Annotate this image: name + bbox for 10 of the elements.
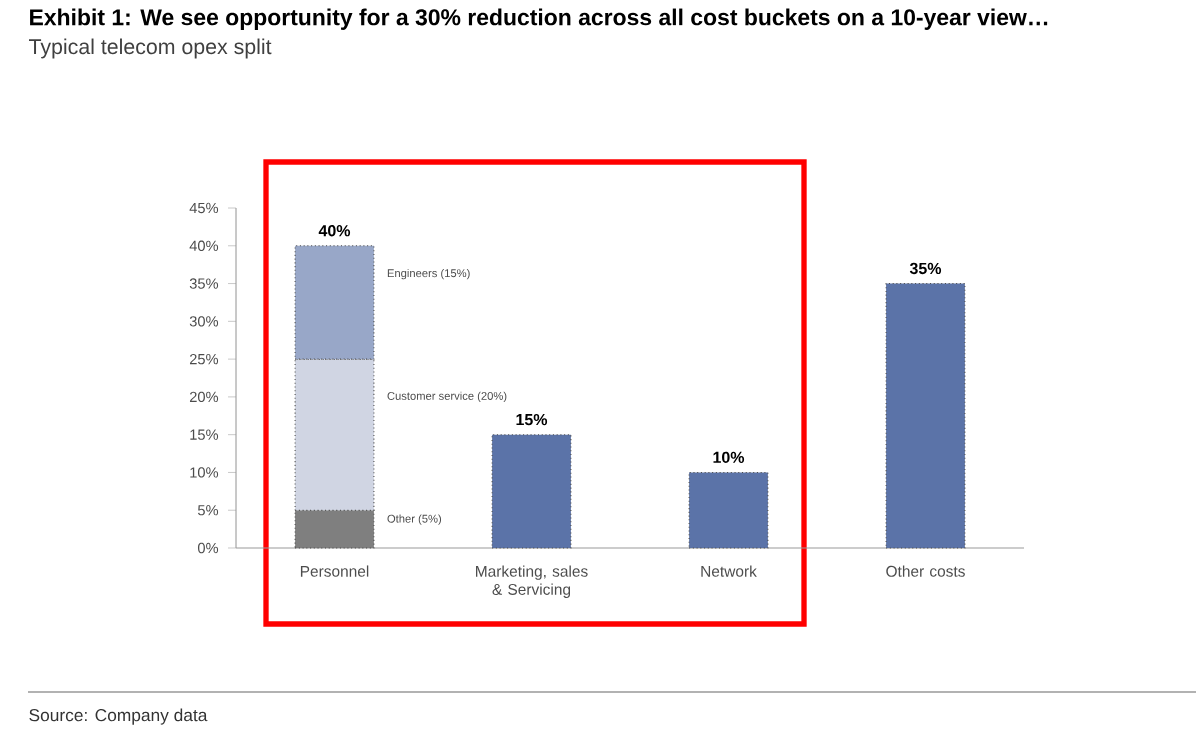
total-label: 10% bbox=[713, 451, 745, 464]
total-label: 35% bbox=[909, 262, 942, 275]
total-label: 15% bbox=[516, 413, 548, 426]
bar bbox=[491, 434, 572, 549]
chart-subtitle: Typical telecom opex split bbox=[29, 38, 272, 59]
source-note: Source: Company data bbox=[29, 708, 208, 725]
bar bbox=[688, 471, 769, 549]
total-label: 40% bbox=[318, 225, 351, 237]
chart-title: Exhibit 1: We see opportunity for a 30% reduction across all cost buckets on a 10-year view… bbox=[30, 8, 1048, 30]
bar bbox=[885, 283, 966, 549]
